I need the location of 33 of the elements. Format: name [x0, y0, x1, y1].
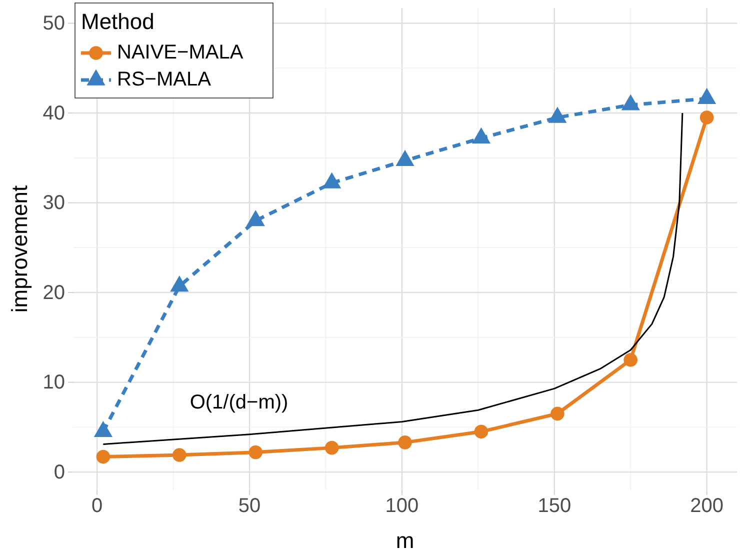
point — [396, 150, 414, 166]
point — [550, 406, 564, 421]
x-tick-label: 0 — [92, 495, 103, 518]
y-tick-label: 0 — [54, 461, 65, 484]
point — [96, 450, 110, 464]
x-axis-title: m — [396, 528, 414, 553]
point — [246, 210, 265, 226]
point — [322, 172, 342, 188]
x-tick-label: 200 — [690, 495, 724, 518]
point — [248, 445, 263, 460]
point — [398, 436, 412, 450]
y-axis-title: improvement — [7, 185, 32, 313]
x-tick-label: 50 — [238, 495, 261, 518]
y-tick-label: 40 — [42, 102, 65, 124]
x-tick-label: 100 — [385, 495, 419, 518]
point — [624, 352, 638, 367]
point — [698, 88, 716, 104]
annotation: O(1/(d−m)) — [190, 392, 288, 414]
y-tick-label: 10 — [42, 372, 65, 394]
x-tick-label: 150 — [538, 495, 572, 518]
point — [548, 106, 567, 123]
point — [324, 440, 339, 455]
point — [172, 448, 186, 462]
point — [472, 127, 491, 144]
y-tick-label: 20 — [42, 282, 65, 304]
legend-title: Method — [81, 9, 154, 34]
y-tick-label: 50 — [42, 12, 65, 35]
y-tick-label: 30 — [42, 192, 65, 214]
legend-label: NAIVE−MALA — [117, 41, 244, 64]
point — [170, 276, 189, 292]
point — [474, 424, 488, 439]
legend-label: RS−MALA — [117, 68, 212, 90]
point — [621, 94, 640, 110]
